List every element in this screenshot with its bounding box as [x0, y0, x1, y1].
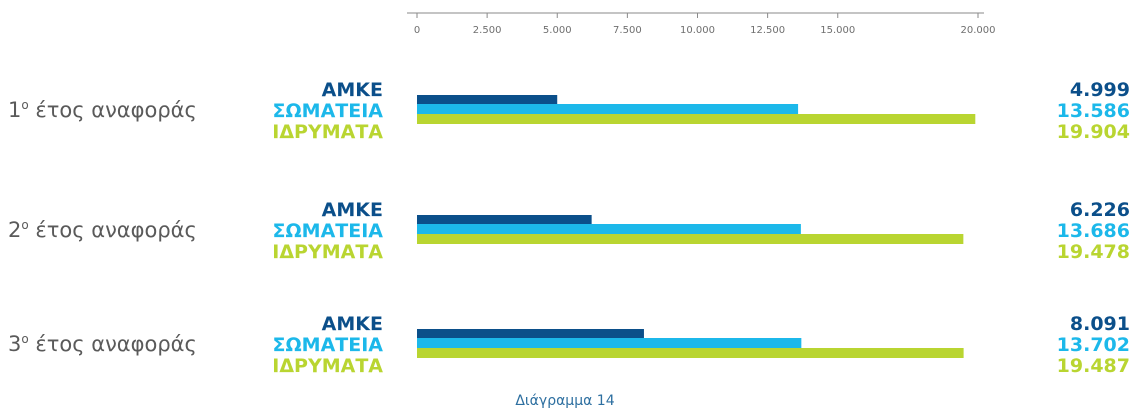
series-label: ΑΜΚΕ: [322, 79, 383, 101]
value-label: 13.686: [1057, 220, 1130, 242]
x-tick-label: 15.000: [820, 25, 855, 36]
year-label: 3ο έτος αναφοράς: [8, 332, 197, 356]
bar-idrymata: [417, 114, 976, 124]
x-tick-label: 5.000: [543, 25, 572, 36]
series-label: ΙΔΡΥΜΑΤΑ: [272, 241, 383, 263]
value-label: 19.487: [1057, 355, 1130, 377]
series-label: ΙΔΡΥΜΑΤΑ: [272, 121, 383, 143]
bar-somateia: [417, 338, 802, 348]
series-label: ΑΜΚΕ: [322, 199, 383, 221]
year-label: 1ο έτος αναφοράς: [8, 98, 197, 122]
bar-idrymata: [417, 234, 964, 244]
bar-amke: [417, 329, 644, 339]
x-tick-label: 10.000: [680, 25, 715, 36]
bar-idrymata: [417, 348, 964, 358]
value-label: 19.904: [1057, 121, 1130, 143]
x-tick-label: 12.500: [750, 25, 785, 36]
series-label: ΣΩΜΑΤΕΙΑ: [273, 220, 384, 242]
x-tick-label: 2.500: [473, 25, 502, 36]
bar-amke: [417, 95, 558, 105]
series-label: ΣΩΜΑΤΕΙΑ: [273, 334, 384, 356]
year-label: 2ο έτος αναφοράς: [8, 218, 197, 242]
chart-caption: Διάγραμμα 14: [515, 393, 614, 409]
bar-amke: [417, 215, 592, 225]
value-label: 19.478: [1057, 241, 1130, 263]
x-tick-label: 20.000: [961, 25, 996, 36]
series-label: ΙΔΡΥΜΑΤΑ: [272, 355, 383, 377]
value-label: 13.586: [1057, 100, 1130, 122]
series-label: ΑΜΚΕ: [322, 313, 383, 335]
bar-somateia: [417, 224, 801, 234]
x-tick-label: 7.500: [613, 25, 642, 36]
value-label: 6.226: [1070, 199, 1130, 221]
bar-somateia: [417, 104, 799, 114]
value-label: 8.091: [1070, 313, 1130, 335]
value-label: 13.702: [1057, 334, 1130, 356]
series-label: ΣΩΜΑΤΕΙΑ: [273, 100, 384, 122]
x-tick-label: 0: [414, 25, 420, 36]
value-label: 4.999: [1070, 79, 1130, 101]
